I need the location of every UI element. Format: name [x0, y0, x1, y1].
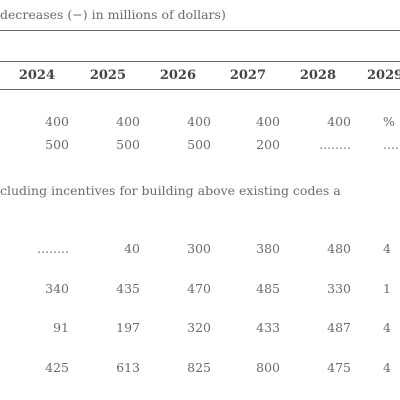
table-cell: 197	[116, 320, 140, 335]
column-header-2026: 2026	[159, 68, 196, 83]
table-cell: 4	[383, 360, 391, 375]
column-header-2025: 2025	[89, 68, 126, 83]
table-cell: 300	[187, 241, 211, 256]
table-cell: 487	[327, 320, 351, 335]
table-cell: 340	[45, 281, 69, 296]
table-cell: 613	[116, 360, 140, 375]
table-cell: 330	[327, 281, 351, 296]
table-cell: 433	[256, 320, 280, 335]
table-cell: 320	[187, 320, 211, 335]
table-caption: decreases (−) in millions of dollars)	[0, 7, 226, 22]
table-cell: 470	[187, 281, 211, 296]
column-header-2029: 2029	[367, 68, 400, 83]
column-header-2027: 2027	[229, 68, 266, 83]
table-cell: ........	[37, 241, 69, 256]
header-bottom-rule	[0, 89, 400, 90]
table-cell: 4	[383, 320, 391, 335]
table-cell: 400	[45, 114, 69, 129]
column-header-2028: 2028	[299, 68, 336, 83]
table-cell: 400	[256, 114, 280, 129]
table-cell: 380	[256, 241, 280, 256]
table-cell: 485	[256, 281, 280, 296]
table-cell: 800	[256, 360, 280, 375]
table-cell: 200	[256, 137, 280, 152]
table-cell: 480	[327, 241, 351, 256]
table-cell: 4	[383, 241, 391, 256]
table-cell: 40	[124, 241, 140, 256]
table-cell: 400	[187, 114, 211, 129]
table-cell: 400	[327, 114, 351, 129]
table-cell: %	[383, 114, 395, 129]
table-cell: 500	[45, 137, 69, 152]
column-header-2024: 2024	[18, 68, 55, 83]
table-cell: 475	[327, 360, 351, 375]
table-cell: 425	[45, 360, 69, 375]
header-top-rule	[0, 61, 400, 62]
section-note: cluding incentives for building above ex…	[0, 183, 341, 198]
top-rule	[0, 30, 400, 31]
table-cell: 400	[116, 114, 140, 129]
table-cell: 825	[187, 360, 211, 375]
table-cell: 91	[53, 320, 69, 335]
table-cell: 500	[187, 137, 211, 152]
table-cell: ....	[383, 137, 399, 152]
table-cell: 435	[116, 281, 140, 296]
table-cell: 1	[383, 281, 391, 296]
table-cell: 500	[116, 137, 140, 152]
table-cell: ........	[319, 137, 351, 152]
